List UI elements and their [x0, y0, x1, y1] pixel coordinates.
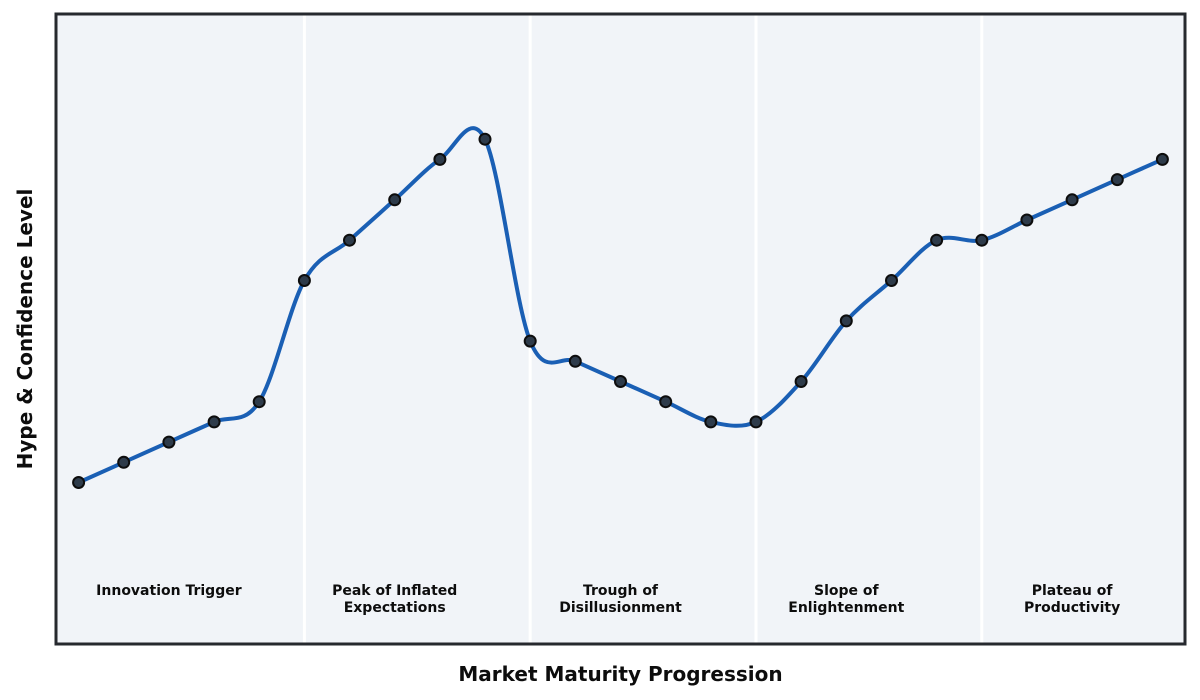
- data-point-marker: [162, 435, 176, 449]
- data-point-marker: [207, 415, 221, 429]
- data-point-marker: [72, 476, 86, 489]
- data-point-marker: [252, 395, 266, 409]
- data-point-marker: [839, 314, 853, 328]
- data-point-marker: [523, 334, 537, 348]
- y-axis-label: Hype & Confidence Level: [13, 188, 37, 470]
- data-point-marker: [1110, 173, 1124, 187]
- data-point-marker: [794, 375, 808, 388]
- phase-label: Plateau of Productivity: [1024, 583, 1120, 616]
- data-point-marker: [433, 152, 447, 166]
- phase-label: Innovation Trigger: [96, 583, 242, 599]
- data-point-marker: [704, 415, 718, 429]
- data-point-marker: [478, 132, 492, 146]
- data-point-marker: [297, 274, 311, 287]
- plot-background: [54, 12, 1187, 646]
- data-point-marker: [659, 395, 673, 409]
- data-point-marker: [117, 455, 131, 469]
- data-point-marker: [885, 274, 898, 287]
- data-point-marker: [388, 193, 402, 207]
- phase-label: Peak of Inflated Expectations: [332, 583, 457, 616]
- data-point-marker: [975, 233, 989, 247]
- x-axis-label: Market Maturity Progression: [458, 662, 783, 686]
- phase-label: Trough of Disillusionment: [559, 583, 682, 616]
- data-point-marker: [614, 375, 627, 388]
- data-point-marker: [1065, 193, 1079, 207]
- data-point-marker: [930, 233, 944, 247]
- data-point-marker: [343, 233, 356, 247]
- data-point-marker: [1155, 152, 1169, 166]
- phase-label: Slope of Enlightenment: [788, 583, 904, 616]
- data-point-marker: [568, 354, 582, 368]
- data-point-marker: [749, 415, 763, 429]
- data-point-marker: [1020, 213, 1034, 227]
- hype-curve-line: [76, 126, 1165, 485]
